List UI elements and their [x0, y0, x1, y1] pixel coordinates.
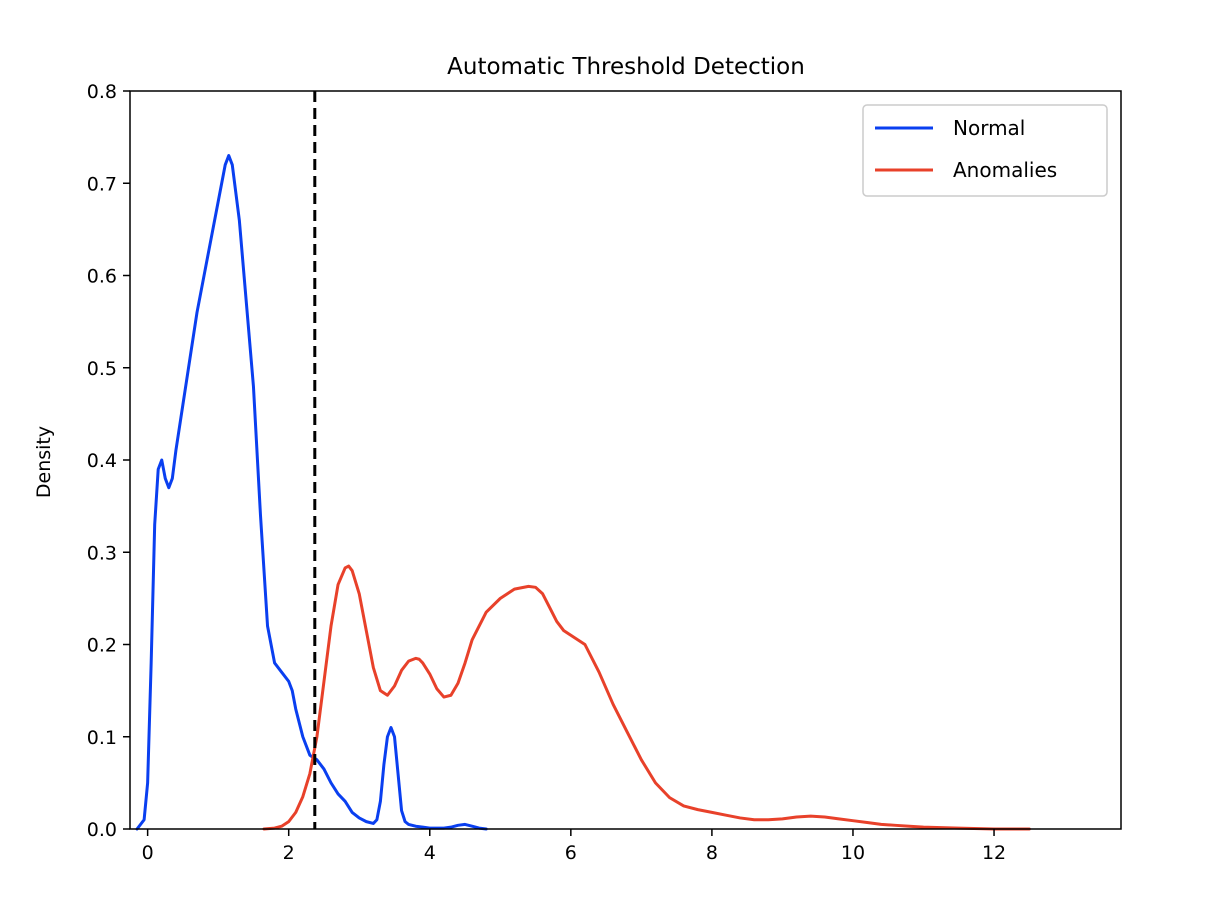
legend: Normal Anomalies: [862, 104, 1108, 197]
y-tick-label: 0.3: [87, 542, 117, 564]
y-tick-label: 0.8: [87, 81, 117, 103]
y-tick-label: 0.0: [87, 819, 117, 841]
x-tick-label: 6: [565, 842, 577, 864]
legend-label-anomalies: Anomalies: [953, 158, 1057, 182]
y-tick-label: 0.7: [87, 173, 117, 195]
x-tick-label: 4: [424, 842, 436, 864]
x-tick-label: 2: [283, 842, 295, 864]
y-tick-label: 0.4: [87, 450, 117, 472]
x-tick-label: 8: [706, 842, 718, 864]
series-line-normal: [135, 154, 488, 831]
y-axis-label: Density: [33, 426, 55, 498]
axes-frame: [129, 90, 1122, 830]
y-tick-label: 0.5: [87, 358, 117, 380]
x-tick-label: 12: [982, 842, 1006, 864]
y-axis: 0.0 0.1 0.2 0.3 0.4 0.5 0.6 0.7 0.8: [87, 81, 130, 841]
x-axis: 0 2 4 6 8 10 12: [142, 829, 1006, 864]
x-tick-label: 0: [142, 842, 154, 864]
plot-area: [129, 90, 1122, 831]
legend-label-normal: Normal: [953, 116, 1025, 140]
chart-title: Automatic Threshold Detection: [447, 54, 805, 80]
x-tick-label: 10: [841, 842, 865, 864]
y-tick-label: 0.1: [87, 727, 117, 749]
y-tick-label: 0.6: [87, 266, 117, 288]
y-tick-label: 0.2: [87, 635, 117, 657]
series-line-anomalies: [262, 564, 1031, 831]
